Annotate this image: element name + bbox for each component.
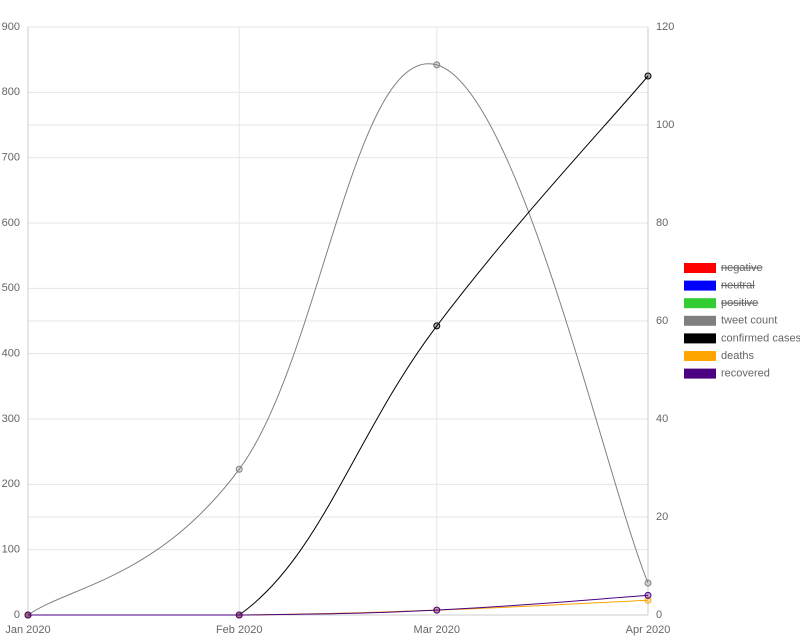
x-tick-label: Mar 2020 <box>414 624 460 636</box>
legend-label[interactable]: deaths <box>721 350 755 362</box>
legend-label[interactable]: neutral <box>721 280 755 292</box>
legend-label[interactable]: confirmed cases <box>721 332 800 344</box>
legend-swatch[interactable] <box>684 298 716 309</box>
series-line <box>27 75 649 616</box>
legend-label[interactable]: negative <box>721 262 763 274</box>
legend-label[interactable]: positive <box>721 297 758 309</box>
y-tick-label: 400 <box>2 348 20 360</box>
data-point <box>235 611 243 619</box>
y2-tick-label: 120 <box>656 21 674 33</box>
data-point <box>433 322 441 330</box>
y2-tick-label: 60 <box>656 315 668 327</box>
y-tick-label: 500 <box>2 282 20 294</box>
legend-label[interactable]: tweet count <box>721 315 777 327</box>
legend-swatch[interactable] <box>684 315 716 326</box>
data-point <box>644 596 652 604</box>
y-tick-label: 600 <box>2 217 20 229</box>
data-point <box>433 606 441 614</box>
y2-tick-label: 40 <box>656 413 668 425</box>
x-tick-label: Feb 2020 <box>216 624 262 636</box>
y2-tick-label: 100 <box>656 119 674 131</box>
series-line <box>27 594 649 616</box>
data-point <box>644 591 652 599</box>
y2-tick-label: 20 <box>656 511 668 523</box>
legend-swatch[interactable] <box>684 333 716 344</box>
y-tick-label: 200 <box>2 478 20 490</box>
y-tick-label: 800 <box>2 86 20 98</box>
legend-swatch[interactable] <box>684 263 716 273</box>
y-tick-label: 0 <box>14 609 20 621</box>
legend-label[interactable]: recovered <box>721 368 770 380</box>
x-tick-label: Apr 2020 <box>626 624 671 636</box>
y-tick-label: 700 <box>2 152 20 164</box>
data-point <box>24 611 32 619</box>
y2-tick-label: 80 <box>656 217 668 229</box>
data-point <box>644 72 652 80</box>
y-tick-label: 300 <box>2 413 20 425</box>
y-tick-label: 900 <box>2 21 20 33</box>
x-tick-label: Jan 2020 <box>5 624 50 636</box>
legend-swatch[interactable] <box>684 280 716 291</box>
legend-swatch[interactable] <box>684 368 716 379</box>
y-tick-label: 100 <box>2 544 20 556</box>
series-line <box>27 63 649 616</box>
data-point <box>235 465 243 473</box>
data-point <box>644 579 652 587</box>
data-point <box>433 61 441 69</box>
legend-swatch[interactable] <box>684 351 716 361</box>
y2-tick-label: 0 <box>656 609 662 621</box>
